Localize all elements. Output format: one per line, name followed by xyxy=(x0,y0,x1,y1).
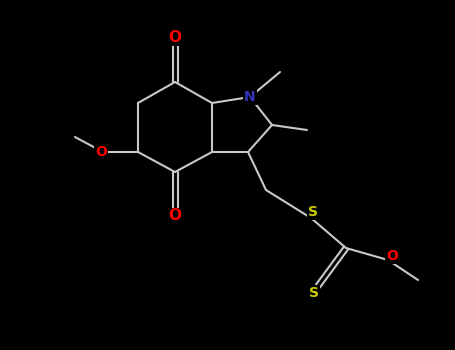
Text: O: O xyxy=(168,209,182,224)
Text: S: S xyxy=(309,286,319,300)
Text: N: N xyxy=(244,90,256,104)
Text: O: O xyxy=(386,249,398,263)
Text: O: O xyxy=(95,145,107,159)
Text: O: O xyxy=(168,30,182,46)
Text: S: S xyxy=(308,205,318,219)
